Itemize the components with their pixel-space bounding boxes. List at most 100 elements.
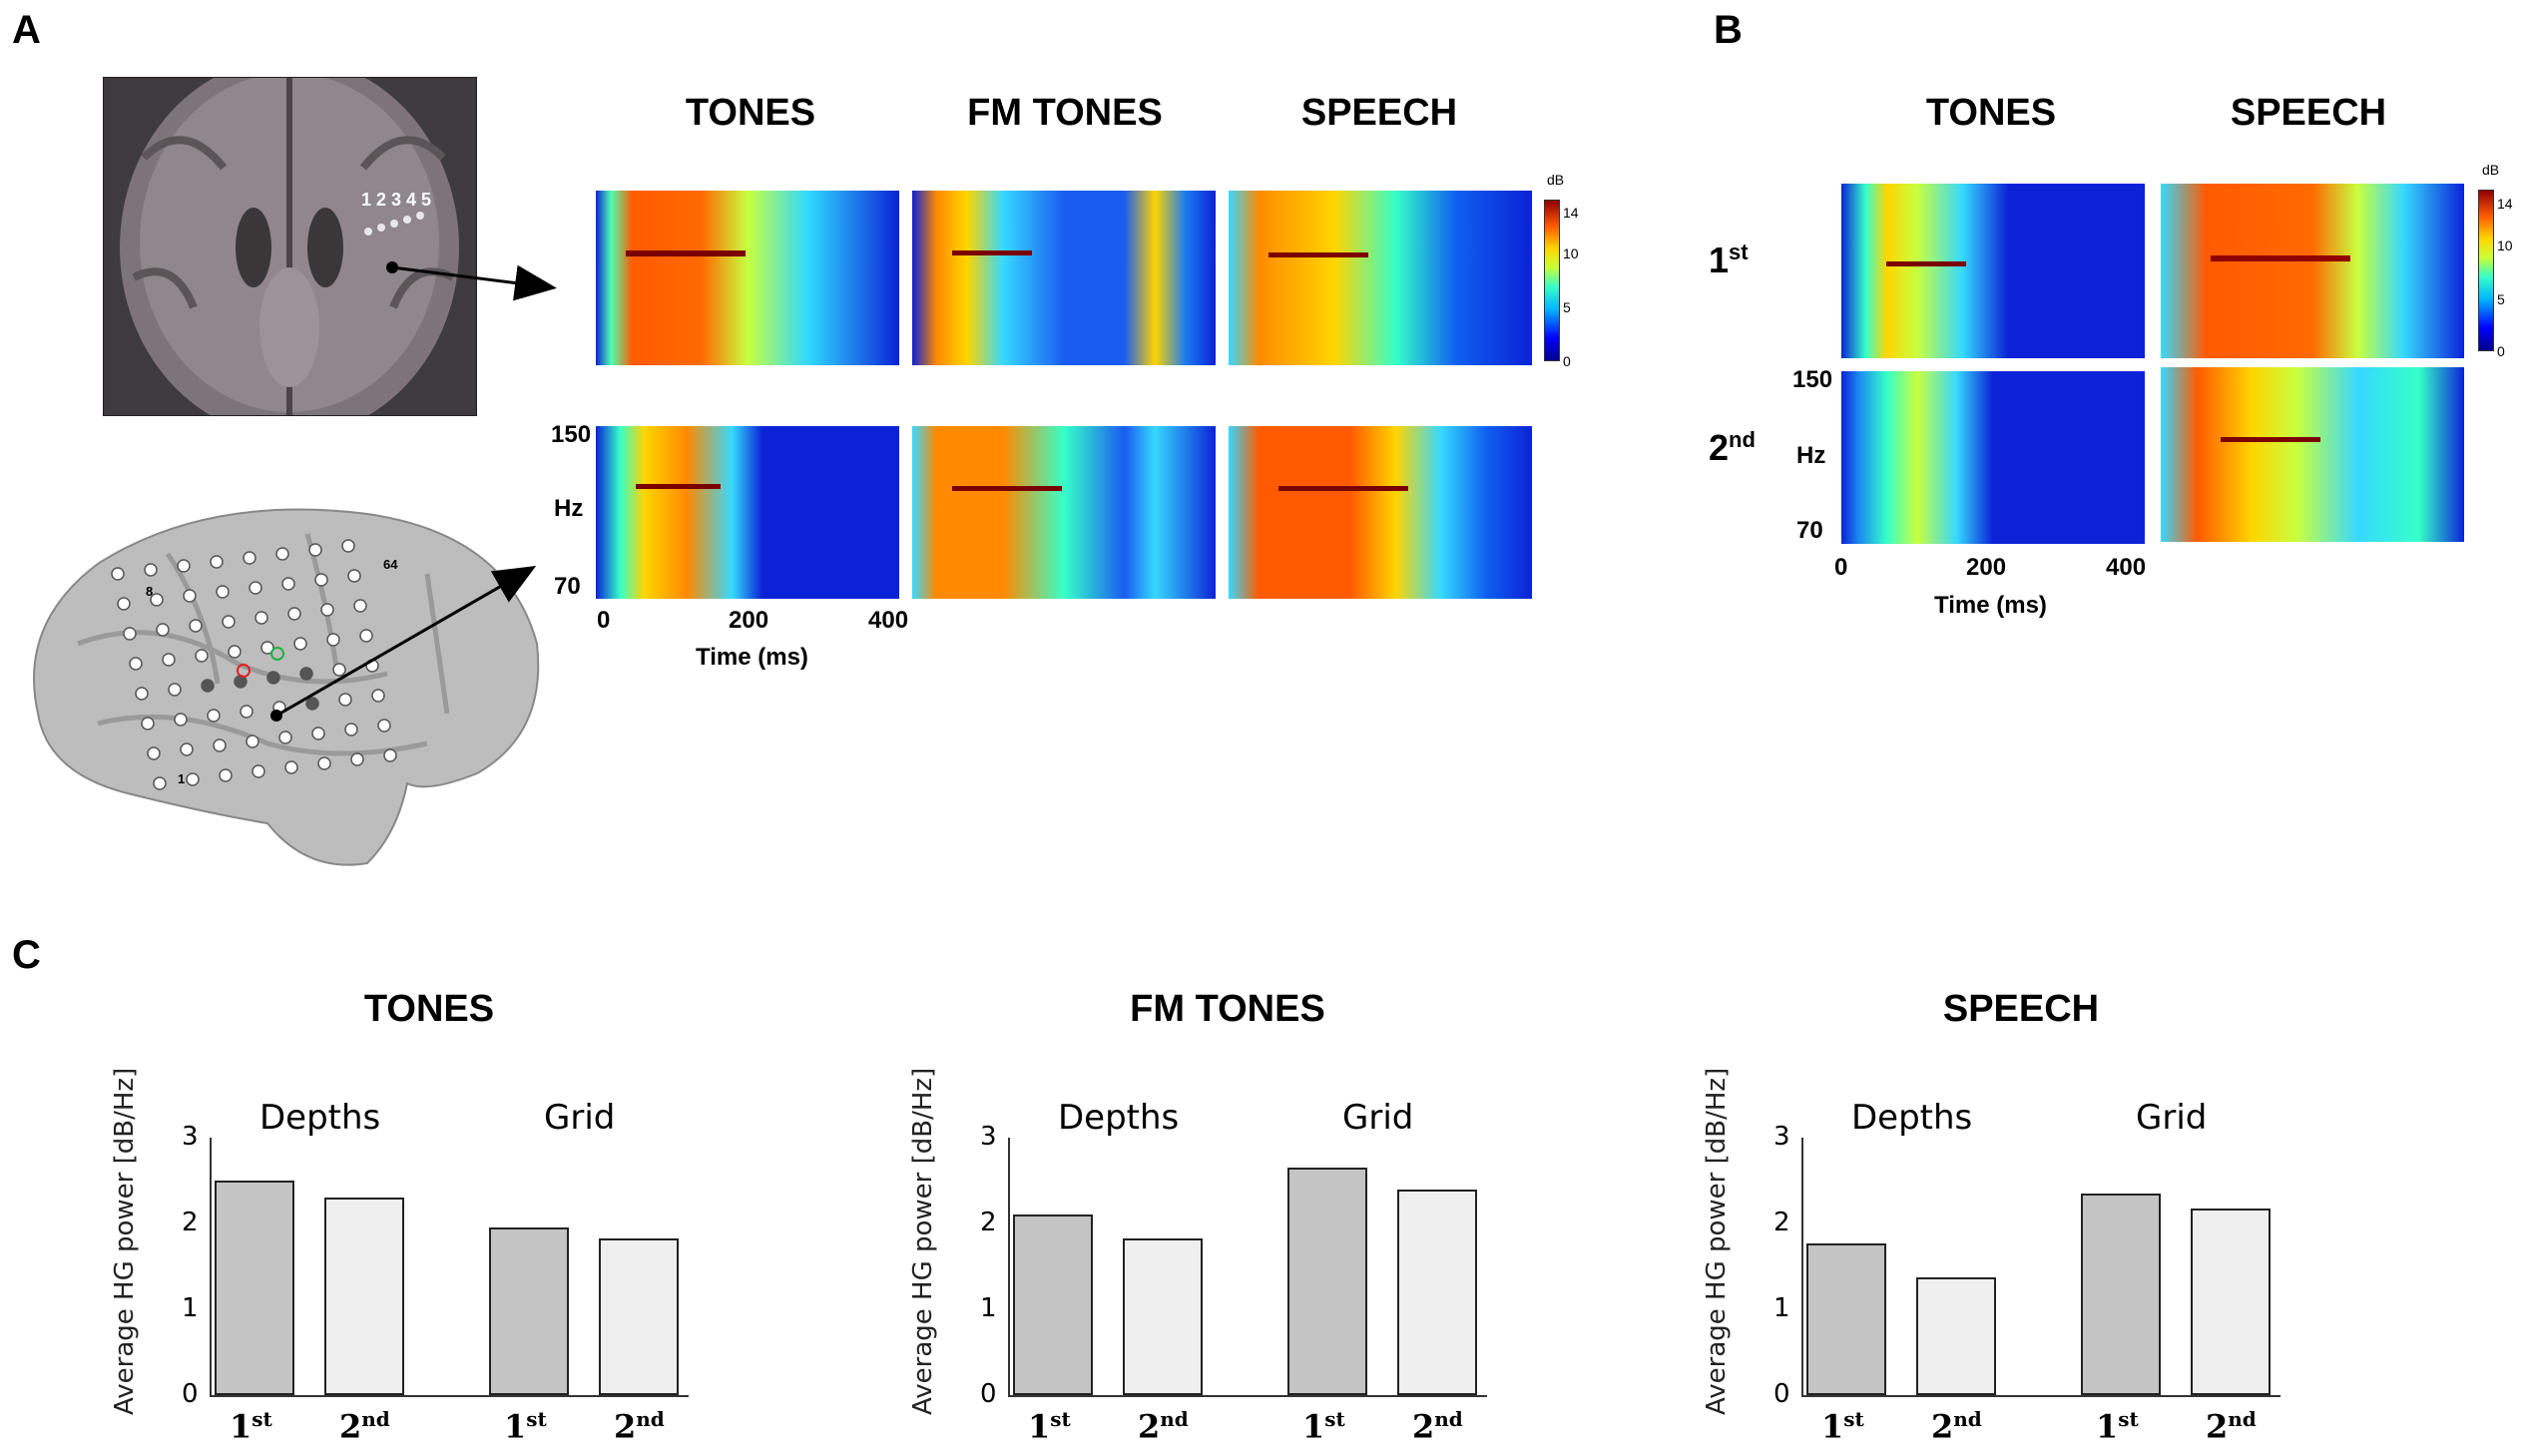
x-axis-line <box>1008 1395 1487 1397</box>
chart-title: TONES <box>363 988 495 1030</box>
y-tick-label: 1 <box>980 1293 997 1323</box>
a-colorbar-tick-5: 5 <box>1563 299 1571 315</box>
a-spec-grid-speech <box>1229 426 1532 599</box>
y-axis-label: Average HG power [dB/Hz] <box>1702 1067 1732 1415</box>
grid-electrode <box>150 593 164 607</box>
grid-electrode <box>353 599 367 613</box>
a-colorbar-tick-0: 0 <box>1563 353 1571 369</box>
electrode-numbers: 1 2 3 4 5 <box>361 190 432 210</box>
grid-electrode <box>189 619 203 633</box>
grid-electrode <box>293 637 307 651</box>
bar <box>1397 1189 1477 1395</box>
a-title-tones: TONES <box>685 92 816 134</box>
b-colorbar-tick-0: 0 <box>2497 343 2505 359</box>
grid-electrode <box>213 738 227 752</box>
b-spec-2nd-tones <box>1841 371 2145 544</box>
a-title-fm-tones: FM TONES <box>967 92 1163 134</box>
grid-electrode <box>123 627 137 641</box>
panel-label-c: C <box>12 933 41 977</box>
y-tick-label: 3 <box>182 1122 199 1152</box>
x-category-label: 2nd <box>2206 1407 2257 1446</box>
grid-electrode <box>111 567 125 581</box>
grid-electrode <box>314 573 328 587</box>
a-x-tick-400: 400 <box>868 607 909 634</box>
grid-electrode <box>174 713 188 727</box>
bar <box>324 1198 404 1395</box>
grid-label-8: 8 <box>146 584 154 599</box>
grid-electrode <box>371 689 385 703</box>
y-axis-line <box>1008 1138 1010 1395</box>
grid-electrode <box>266 671 280 685</box>
b-x-label: Time (ms) <box>1934 592 2047 619</box>
grid-electrode <box>260 641 274 655</box>
grid-electrode <box>278 730 292 744</box>
bar <box>1916 1277 1996 1395</box>
group-label-depths: Depths <box>1851 1098 1973 1138</box>
b-y-top: 150 <box>1792 366 1833 393</box>
a-x-tick-200: 200 <box>729 607 769 634</box>
grid-electrode <box>287 607 301 621</box>
brain-surface-image: 8 64 1 <box>8 494 542 873</box>
y-tick-label: 3 <box>1773 1122 1790 1152</box>
grid-label-1: 1 <box>178 771 186 786</box>
group-label-grid: Grid <box>544 1098 616 1138</box>
y-tick-label: 1 <box>182 1293 199 1323</box>
grid-electrode <box>135 687 149 701</box>
x-category-label: 1st <box>1302 1407 1345 1446</box>
b-x-tick-0: 0 <box>1834 554 1848 581</box>
grid-electrode <box>320 603 334 617</box>
grid-electrode <box>383 748 397 762</box>
grid-electrode <box>275 547 289 561</box>
arrow-grid-to-spectrogram <box>275 566 537 718</box>
x-category-label: 2nd <box>339 1407 390 1446</box>
y-tick-label: 0 <box>1773 1379 1790 1409</box>
a-colorbar <box>1544 200 1560 361</box>
y-axis-line <box>210 1138 212 1395</box>
arrow-depth-to-spectrogram <box>391 264 557 301</box>
bar <box>2081 1193 2161 1395</box>
group-label-grid: Grid <box>2136 1098 2208 1138</box>
b-row-1st: 1st <box>1709 240 1749 280</box>
b-y-bottom: 70 <box>1796 517 1823 544</box>
a-y-bottom: 70 <box>554 573 581 600</box>
x-category-label: 2nd <box>1931 1407 1982 1446</box>
grid-electrode <box>284 760 298 774</box>
grid-electrode <box>153 776 167 790</box>
grid-electrode <box>252 764 265 778</box>
grid-electrode <box>243 551 256 565</box>
panel-label-a: A <box>12 8 41 52</box>
grid-electrode <box>311 727 325 740</box>
b-y-unit: Hz <box>1796 442 1826 469</box>
b-title-tones: TONES <box>1925 92 2057 134</box>
grid-label-64: 64 <box>383 557 398 572</box>
y-tick-label: 2 <box>980 1208 997 1237</box>
grid-electrode <box>141 717 155 730</box>
b-colorbar-unit: dB <box>2482 162 2500 178</box>
chart-title: SPEECH <box>1942 988 2100 1030</box>
a-spec-grid-fm-tones <box>912 426 1216 599</box>
grid-electrode <box>246 734 259 748</box>
b-x-tick-400: 400 <box>2106 554 2147 581</box>
a-title-speech: SPEECH <box>1300 92 1458 134</box>
x-category-label: 1st <box>230 1407 272 1446</box>
grid-electrode <box>117 597 131 611</box>
bar <box>1806 1242 1886 1395</box>
y-axis-line <box>1801 1138 1803 1395</box>
grid-electrode <box>219 768 233 782</box>
a-y-top: 150 <box>551 421 592 448</box>
mri-coronal-image: 1 2 3 4 5 <box>103 77 477 416</box>
group-label-depths: Depths <box>1058 1098 1180 1138</box>
b-spec-2nd-speech <box>2161 367 2464 542</box>
y-tick-label: 2 <box>1773 1208 1790 1237</box>
a-colorbar-unit: dB <box>1547 172 1565 188</box>
grid-electrode <box>222 615 236 629</box>
group-label-grid: Grid <box>1342 1098 1414 1138</box>
grid-electrode <box>177 559 191 573</box>
a-spec-depth-fm-tones <box>912 191 1216 365</box>
grid-electrode <box>338 693 352 707</box>
y-tick-label: 1 <box>1773 1293 1790 1323</box>
x-category-label: 1st <box>2096 1407 2139 1446</box>
bar <box>1013 1214 1093 1395</box>
grid-electrode <box>156 623 170 637</box>
